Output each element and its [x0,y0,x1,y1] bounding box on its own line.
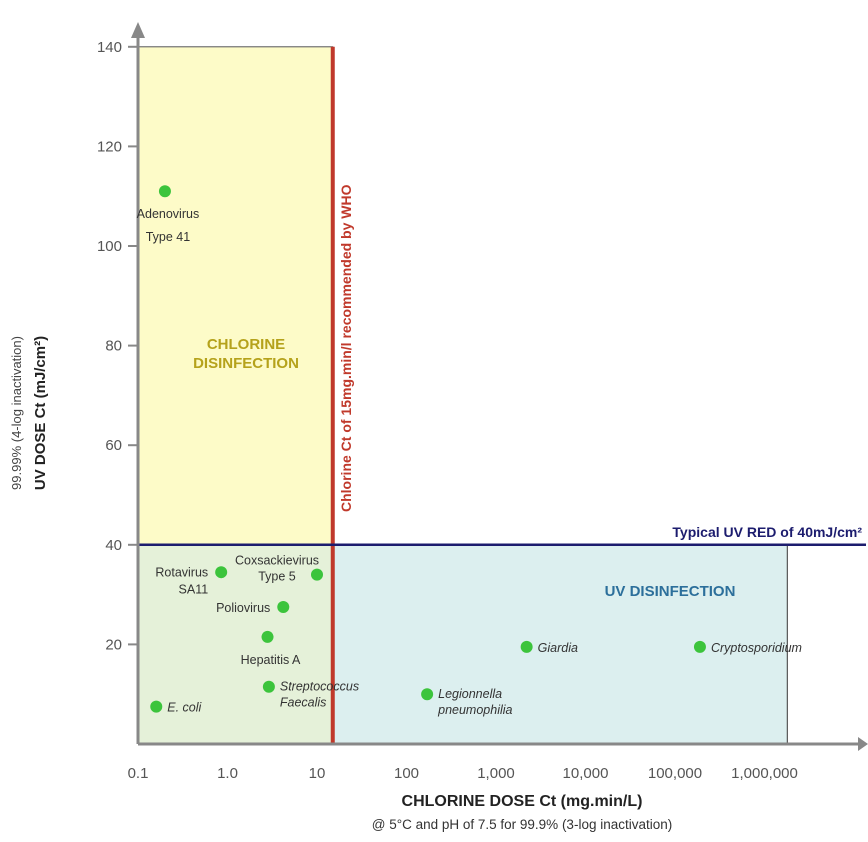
x-tick-label: 1,000 [477,765,515,782]
x-axis-arrow [858,737,868,751]
who-chlorine-reference-label: Chlorine Ct of 15mg.min/l recommended by… [338,184,354,512]
y-tick-label: 120 [97,138,122,155]
data-point-label: Faecalis [280,696,327,710]
labels-layer: CHLORINE DISINFECTION UV DISINFECTION Chlor… [137,184,863,717]
data-point[interactable] [421,688,434,701]
x-tick-label: 100,000 [648,765,702,782]
x-axis-subtitle: @ 5°C and pH of 7.5 for 99.9% (3-log ina… [372,817,673,832]
data-point[interactable] [693,640,706,653]
uv-region [332,544,788,744]
data-point[interactable] [520,640,533,653]
chlorine-region-lower [138,544,333,744]
points-layer [150,185,706,713]
data-point-label: E. coli [167,701,202,715]
x-tick-label: 100 [394,765,419,782]
data-point-label: Rotavirus [155,566,208,580]
reference-lines-layer [138,46,866,744]
y-axis-title: UV DOSE Ct (mJ/cm²) [32,336,49,490]
y-axis-subtitle: 99.99% (4-log inactivation) [9,336,24,490]
uv-red-reference-label: Typical UV RED of 40mJ/cm² [672,524,862,540]
data-point-label: Streptococcus [280,680,359,694]
x-tick-label: 0.1 [128,765,149,782]
y-tick-label: 20 [105,636,122,653]
data-point[interactable] [311,568,323,581]
x-tick-label: 1.0 [217,765,238,782]
data-point-label: Type 41 [146,230,191,244]
data-point-label: Adenovirus [137,207,200,221]
x-tick-label: 1,000,000 [731,765,798,782]
data-point[interactable] [262,680,275,693]
data-point-label: SA11 [179,583,209,597]
regions-layer [137,46,788,744]
y-tick-label: 40 [105,537,122,554]
x-axis-title: CHLORINE DOSE Ct (mg.min/L) [402,793,643,810]
x-tick-label: 10,000 [563,765,609,782]
y-axis-arrow [131,22,145,38]
uv-region-label: UV DISINFECTION [605,583,736,600]
data-point-label: pneumophilia [437,703,512,717]
data-point[interactable] [261,630,274,643]
data-point-label: Cryptosporidium [711,641,802,655]
chlorine-region-label-line1: CHLORINE [207,336,285,353]
chlorine-region-upper [137,46,334,546]
data-point-label: Giardia [538,641,578,655]
y-tick-label: 100 [97,238,122,255]
data-point-label: Type 5 [258,570,296,584]
data-point[interactable] [150,700,163,713]
data-point-label: Hepatitis A [241,653,301,667]
data-point[interactable] [277,601,290,614]
data-point-label: Legionnella [438,687,502,701]
data-point-label: Coxsackievirus [235,554,319,568]
y-tick-label: 80 [105,338,122,355]
axes-layer: 0.1 1.0 10 100 1,000 10,000 100,000 1,000,000 20… [9,22,868,832]
data-point-label: Poliovirus [216,601,270,615]
y-tick-label: 60 [105,437,122,454]
chlorine-region-label-line2: DISINFECTION [193,355,299,372]
y-tick-label: 140 [97,39,122,56]
data-point[interactable] [215,566,228,579]
data-point[interactable] [158,185,171,198]
x-tick-label: 10 [309,765,326,782]
